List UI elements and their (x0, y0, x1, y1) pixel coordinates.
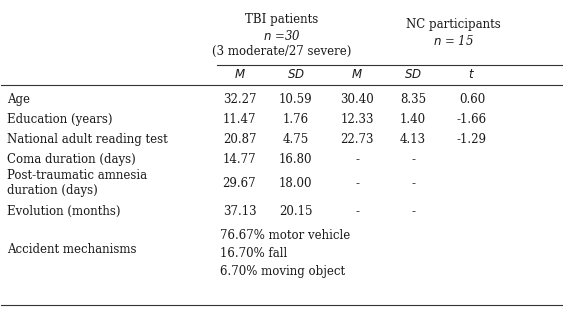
Text: 0.60: 0.60 (459, 93, 485, 106)
Text: $\mathit{t}$: $\mathit{t}$ (468, 68, 476, 81)
Text: 37.13: 37.13 (223, 205, 256, 218)
Text: Age: Age (7, 93, 30, 106)
Text: Evolution (months): Evolution (months) (7, 205, 120, 218)
Text: 1.40: 1.40 (400, 113, 426, 126)
Text: Coma duration (days): Coma duration (days) (7, 153, 136, 166)
Text: 4.75: 4.75 (283, 133, 309, 146)
Text: 12.33: 12.33 (341, 113, 374, 126)
Text: 20.87: 20.87 (223, 133, 256, 146)
Text: National adult reading test: National adult reading test (7, 133, 168, 146)
Text: -: - (355, 177, 359, 190)
Text: 16.80: 16.80 (279, 153, 312, 166)
Text: -1.66: -1.66 (457, 113, 487, 126)
Text: 30.40: 30.40 (340, 93, 374, 106)
Text: 16.70% fall: 16.70% fall (220, 247, 287, 260)
Text: 14.77: 14.77 (223, 153, 256, 166)
Text: duration (days): duration (days) (7, 184, 98, 197)
Text: $\mathit{SD}$: $\mathit{SD}$ (287, 68, 305, 81)
Text: 29.67: 29.67 (223, 177, 256, 190)
Text: 6.70% moving object: 6.70% moving object (220, 265, 345, 278)
Text: 8.35: 8.35 (400, 93, 426, 106)
Text: Accident mechanisms: Accident mechanisms (7, 243, 136, 256)
Text: -: - (411, 205, 415, 218)
Text: -: - (355, 205, 359, 218)
Text: -: - (411, 177, 415, 190)
Text: 18.00: 18.00 (279, 177, 312, 190)
Text: 22.73: 22.73 (341, 133, 374, 146)
Text: -1.29: -1.29 (457, 133, 487, 146)
Text: 1.76: 1.76 (283, 113, 309, 126)
Text: NC participants: NC participants (406, 18, 501, 31)
Text: 76.67% motor vehicle: 76.67% motor vehicle (220, 229, 350, 242)
Text: $\mathit{M}$: $\mathit{M}$ (234, 68, 245, 81)
Text: $\mathit{SD}$: $\mathit{SD}$ (404, 68, 422, 81)
Text: -: - (411, 153, 415, 166)
Text: $n$ = 15: $n$ = 15 (434, 34, 474, 48)
Text: $\mathit{M}$: $\mathit{M}$ (351, 68, 363, 81)
Text: Education (years): Education (years) (7, 113, 113, 126)
Text: 20.15: 20.15 (279, 205, 312, 218)
Text: TBI patients: TBI patients (245, 13, 318, 26)
Text: $n$ =30: $n$ =30 (263, 29, 300, 43)
Text: Post-traumatic amnesia: Post-traumatic amnesia (7, 169, 147, 182)
Text: 32.27: 32.27 (223, 93, 256, 106)
Text: 11.47: 11.47 (223, 113, 256, 126)
Text: (3 moderate/27 severe): (3 moderate/27 severe) (212, 45, 351, 58)
Text: 10.59: 10.59 (279, 93, 312, 106)
Text: 4.13: 4.13 (400, 133, 426, 146)
Text: -: - (355, 153, 359, 166)
